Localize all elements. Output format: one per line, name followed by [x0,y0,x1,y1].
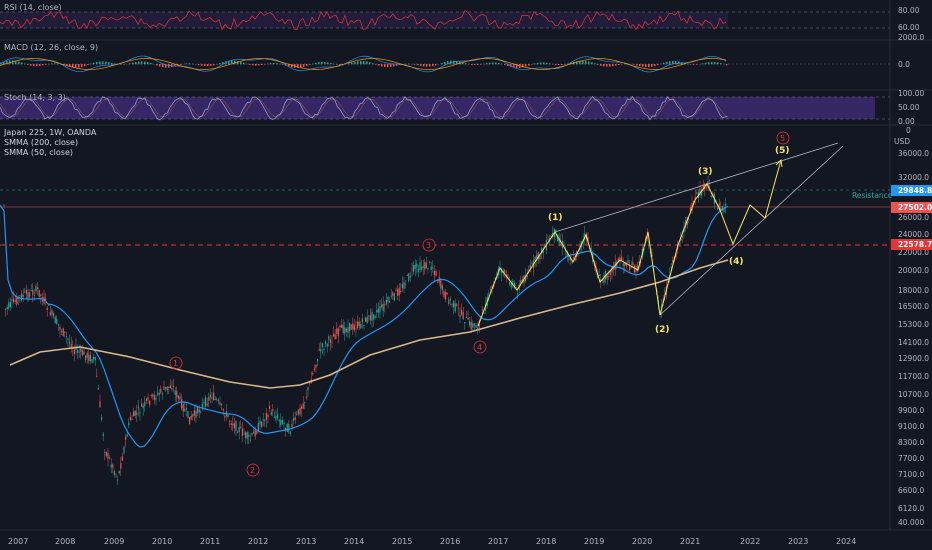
time-tick: 2011 [200,537,220,546]
wave-label-1: (1) [548,213,563,223]
main-legend: Japan 225, 1W, OANDA SMMA (200, close) S… [4,128,96,158]
red-wave-label-4: 4 [473,340,487,354]
svg-text:2: 2 [250,466,255,475]
price-tick: 10700.0 [898,390,929,399]
price-tick: 26000.0 [898,213,929,222]
smma-200-line [9,259,729,389]
price-tick: 16500.0 [898,302,929,311]
stoch-d-line [0,98,728,118]
svg-text:22578.7: 22578.7 [898,240,932,249]
time-tick: 2016 [440,537,460,546]
price-tick: 24000.0 [898,230,929,239]
time-tick: 2022 [740,537,760,546]
macd-tick-0: 0.0 [898,60,910,69]
price-tick: 15300.0 [898,320,929,329]
price-tick: 6600.0 [898,486,924,495]
macd-title: MACD (12, 26, close, 9) [4,43,99,52]
price-tick: 7700.0 [898,454,924,463]
price-tick: 32000.0 [898,173,929,182]
rsi-pane[interactable]: 80.00 60.00 [0,6,920,32]
svg-text:5: 5 [780,134,785,143]
time-tick: 2007 [8,537,28,546]
smma-50-line [0,204,729,448]
svg-text:3: 3 [426,241,431,250]
time-tick: 2008 [55,537,75,546]
price-tick: 14100.0 [898,338,929,347]
time-axis[interactable]: 2007 2008 2009 2010 2011 2012 2013 2014 2015 2016… [8,537,856,546]
price-tick: 20000.0 [898,266,929,275]
time-tick: 2012 [248,537,268,546]
red-wave-label-3: 3 [422,238,436,252]
price-tick: 6120.0 [898,504,924,513]
red-wave-label-2: 2 [246,463,260,477]
wave-arrow-head [775,158,783,168]
price-tag-current: 29848.8 [891,185,932,196]
time-tick: 2010 [152,537,172,546]
wave-label-3: (3) [698,167,713,177]
price-tick: 36000.0 [898,149,929,158]
macd-signal-line [0,58,727,70]
upper-trendline[interactable] [554,142,839,233]
rsi-title: RSI (14, close) [4,3,62,12]
time-tick: 2021 [680,537,700,546]
price-tag-27502: 27502.0 [891,202,932,213]
wave-label-2: (2) [655,325,670,335]
time-tick: 2018 [536,537,556,546]
wave-label-4: (4) [729,257,744,267]
price-candles [3,175,727,485]
svg-text:27502.0: 27502.0 [898,203,932,212]
price-tick: 22000.0 [898,248,929,257]
stoch-tick-0: 0.00 [898,117,915,126]
price-axis[interactable]: 0 USD 36000.032000.028000.026000.024000.… [894,126,929,527]
currency-label: USD [894,137,910,146]
rsi-tick-80: 80.00 [898,6,920,15]
svg-text:29848.8: 29848.8 [898,186,932,195]
smma-50-legend: SMMA (50, close) [4,148,74,157]
main-price-pane[interactable]: Resistance (1) (2) (3) (4) (5) 1 2 3 [0,131,893,485]
price-tick: 7100.0 [898,470,924,479]
red-wave-label-5: 5 [776,131,790,145]
stoch-pane[interactable]: 100.00 50.00 0.00 [0,89,924,126]
price-axis-zero: 0 [906,126,911,135]
smma-200-legend: SMMA (200, close) [4,138,79,147]
price-tag-resistance: 22578.7 [891,239,932,250]
price-tick: 18000.0 [898,286,929,295]
time-tick: 2015 [392,537,412,546]
price-tick: 8300.0 [898,438,924,447]
time-tick: 2009 [104,537,124,546]
price-tick: 9100.0 [898,422,924,431]
rsi-tick-60: 60.00 [898,23,920,32]
elliott-wave-path[interactable] [477,159,782,327]
time-tick: 2020 [632,537,652,546]
time-tick: 2023 [788,537,808,546]
pane-separators [0,0,932,531]
time-tick: 2014 [344,537,364,546]
macd-tick-2000: 2000.0 [898,33,924,42]
macd-pane[interactable]: 2000.0 0.0 [0,33,924,73]
time-tick: 2019 [584,537,604,546]
svg-text:1: 1 [173,359,178,368]
lower-trendline[interactable] [659,145,844,316]
time-tick: 2017 [488,537,508,546]
price-tick: 40.000 [898,518,924,527]
stoch-tick-50: 50.00 [898,103,920,112]
stoch-tick-100: 100.00 [898,89,924,98]
stoch-title: Stoch (14, 3, 3) [4,93,66,102]
symbol-title: Japan 225, 1W, OANDA [4,128,97,137]
time-tick: 2013 [296,537,316,546]
wave-label-5: (5) [775,146,790,156]
red-wave-label-1: 1 [169,356,183,370]
svg-text:4: 4 [477,343,482,352]
time-tick: 2024 [836,537,856,546]
price-tick: 11700.0 [898,372,929,381]
resistance-label: Resistance [852,191,893,200]
rsi-line [0,10,727,31]
stoch-k-line [0,95,728,121]
price-tick: 9900.0 [898,406,924,415]
price-tick: 12900.0 [898,354,929,363]
